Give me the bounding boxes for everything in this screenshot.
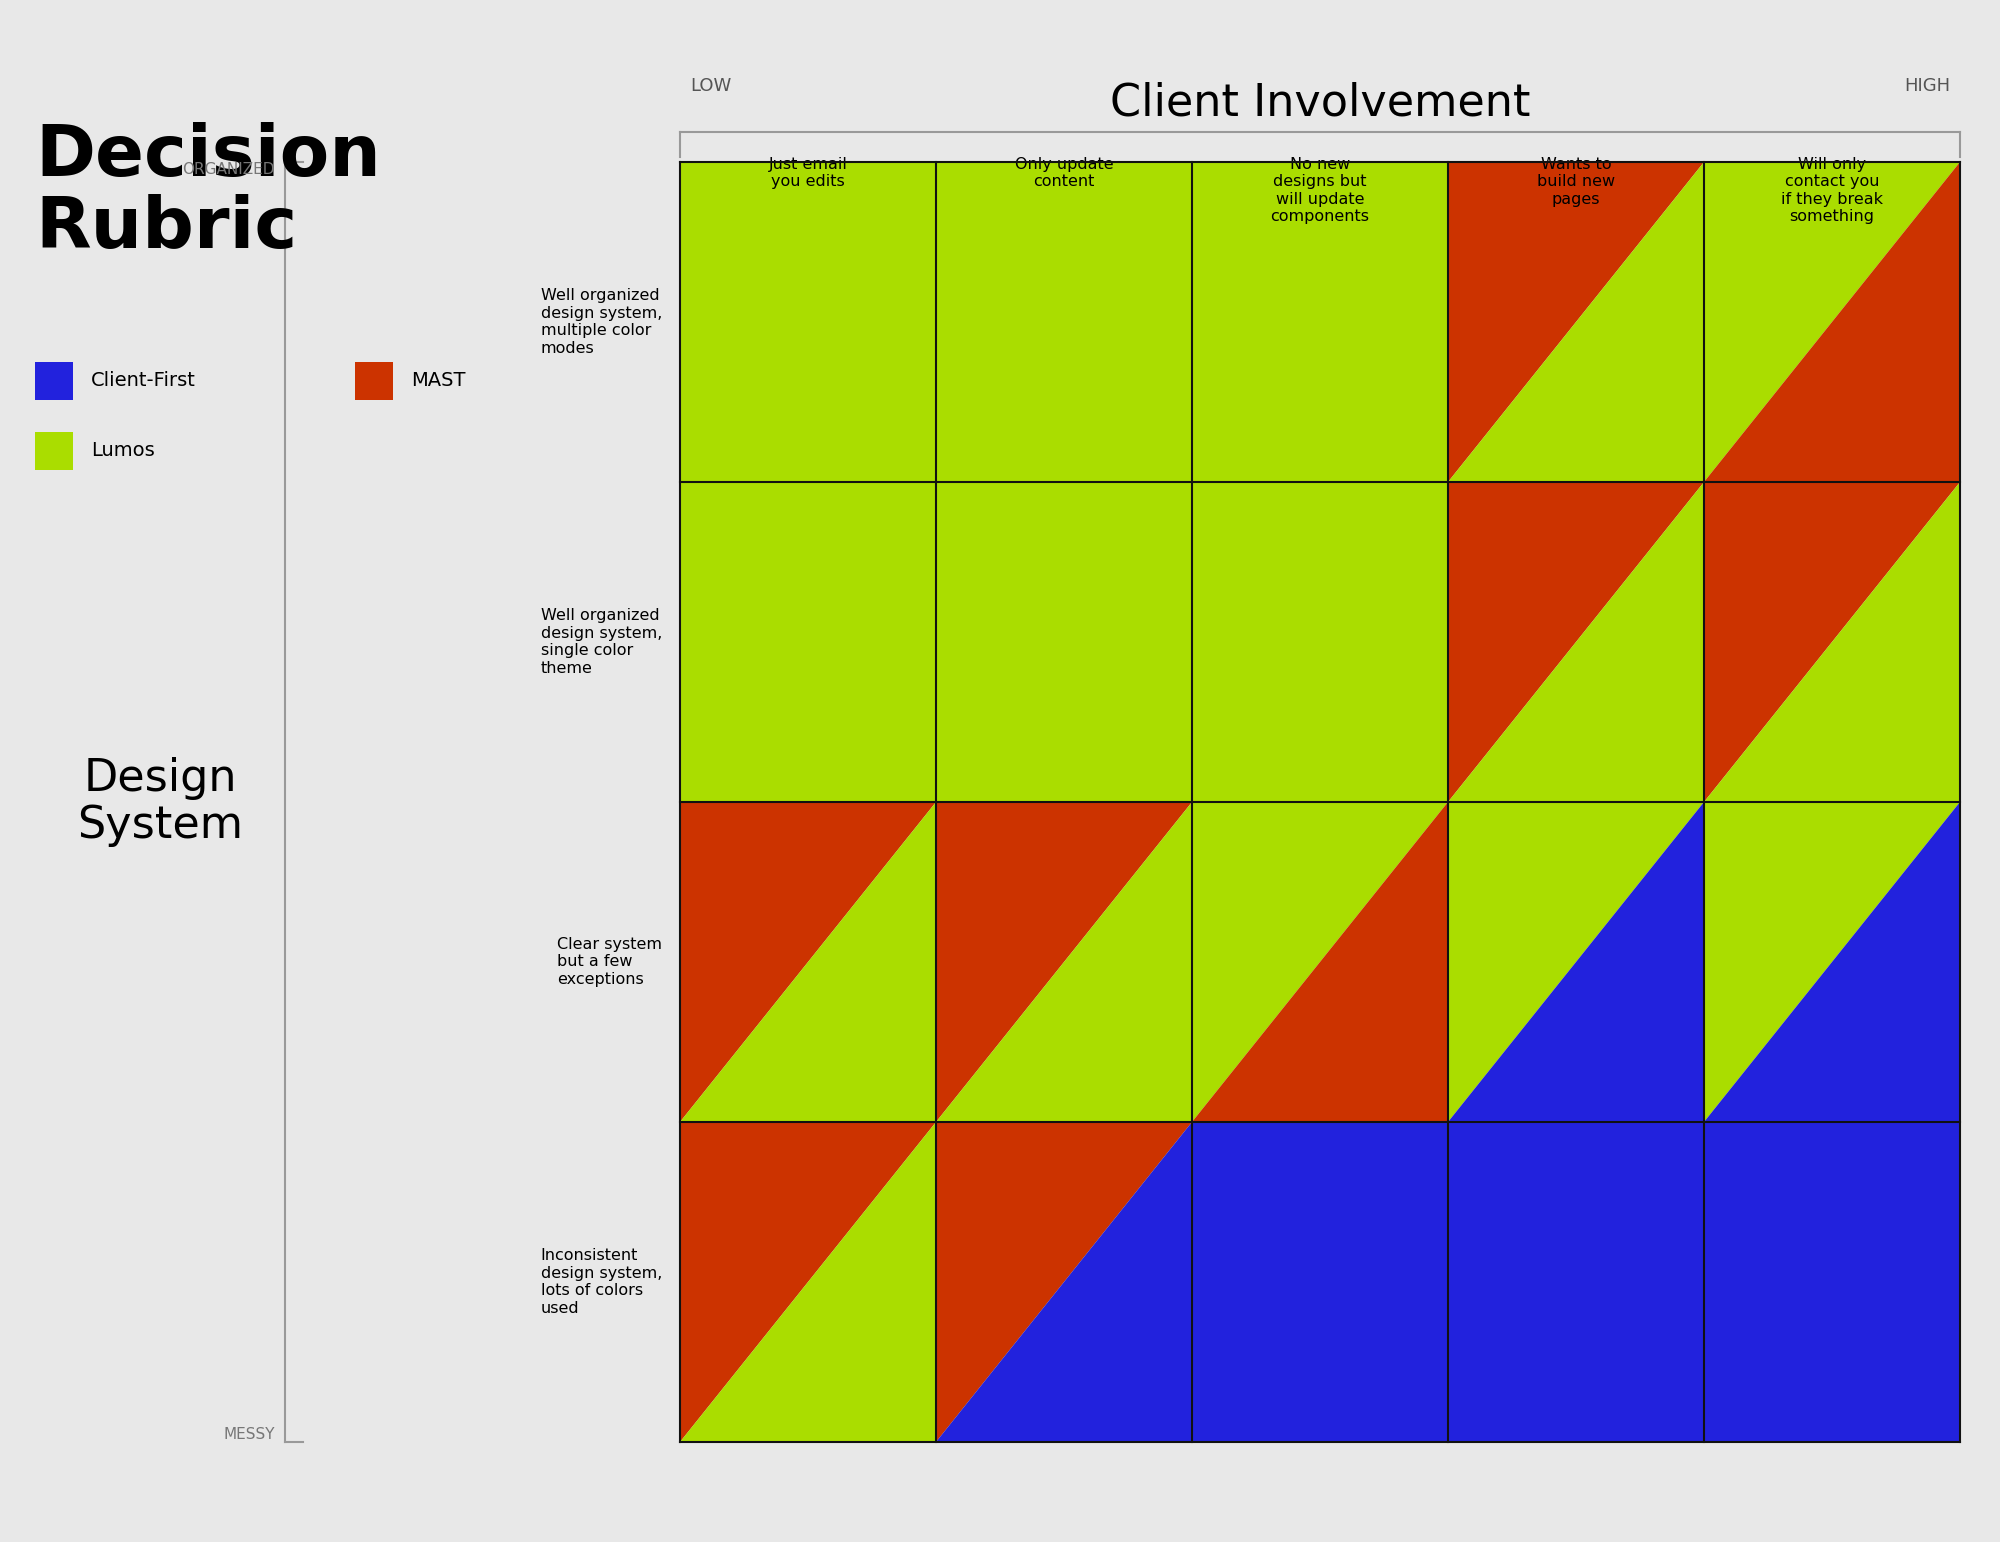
Text: MESSY: MESSY (224, 1426, 276, 1442)
Text: Clear system
but a few
exceptions: Clear system but a few exceptions (556, 938, 662, 987)
Bar (1448, 1123, 1704, 1442)
Bar (680, 483, 936, 802)
Text: Decision
Rubric: Decision Rubric (36, 122, 380, 262)
Polygon shape (1448, 483, 1704, 802)
Polygon shape (1192, 802, 1448, 1123)
Polygon shape (936, 802, 1192, 1123)
Text: Only update
content: Only update content (1014, 157, 1114, 190)
Polygon shape (680, 802, 936, 1123)
Polygon shape (1704, 162, 1960, 483)
Text: Wants to
build new
pages: Wants to build new pages (1536, 157, 1616, 207)
Polygon shape (1704, 483, 1960, 802)
Bar (680, 162, 936, 483)
Text: ORGANIZED: ORGANIZED (182, 162, 276, 177)
Polygon shape (1704, 483, 1960, 802)
Bar (356, 362, 392, 399)
Polygon shape (680, 1123, 936, 1442)
Bar (1704, 1123, 1960, 1442)
Polygon shape (1448, 802, 1704, 1123)
Bar (1192, 483, 1448, 802)
Polygon shape (936, 1123, 1192, 1442)
Polygon shape (1704, 802, 1960, 1123)
Bar (36, 432, 72, 470)
Text: Well organized
design system,
single color
theme: Well organized design system, single col… (540, 609, 662, 675)
Polygon shape (680, 1123, 936, 1442)
Bar (936, 483, 1192, 802)
Text: Well organized
design system,
multiple color
modes: Well organized design system, multiple c… (540, 288, 662, 356)
Text: Will only
contact you
if they break
something: Will only contact you if they break some… (1782, 157, 1884, 224)
Polygon shape (680, 802, 936, 1123)
Polygon shape (936, 802, 1192, 1123)
Polygon shape (1448, 162, 1704, 483)
Text: LOW: LOW (690, 77, 732, 96)
Text: No new
designs but
will update
components: No new designs but will update component… (1270, 157, 1370, 224)
Bar (1192, 1123, 1448, 1442)
Polygon shape (1448, 162, 1704, 483)
Bar (936, 162, 1192, 483)
Text: Client Involvement: Client Involvement (1110, 82, 1530, 125)
Text: Inconsistent
design system,
lots of colors
used: Inconsistent design system, lots of colo… (540, 1249, 662, 1315)
Polygon shape (1192, 802, 1448, 1123)
Text: Design
System: Design System (76, 757, 244, 847)
Text: HIGH: HIGH (1904, 77, 1950, 96)
Polygon shape (1704, 802, 1960, 1123)
Text: Just email
you edits: Just email you edits (768, 157, 848, 190)
Text: Client-First: Client-First (90, 372, 196, 390)
Bar (1192, 162, 1448, 483)
Polygon shape (1704, 162, 1960, 483)
Polygon shape (936, 1123, 1192, 1442)
Bar (36, 362, 72, 399)
Text: Lumos: Lumos (90, 441, 154, 461)
Polygon shape (1448, 483, 1704, 802)
Polygon shape (1448, 802, 1704, 1123)
Text: MAST: MAST (412, 372, 466, 390)
